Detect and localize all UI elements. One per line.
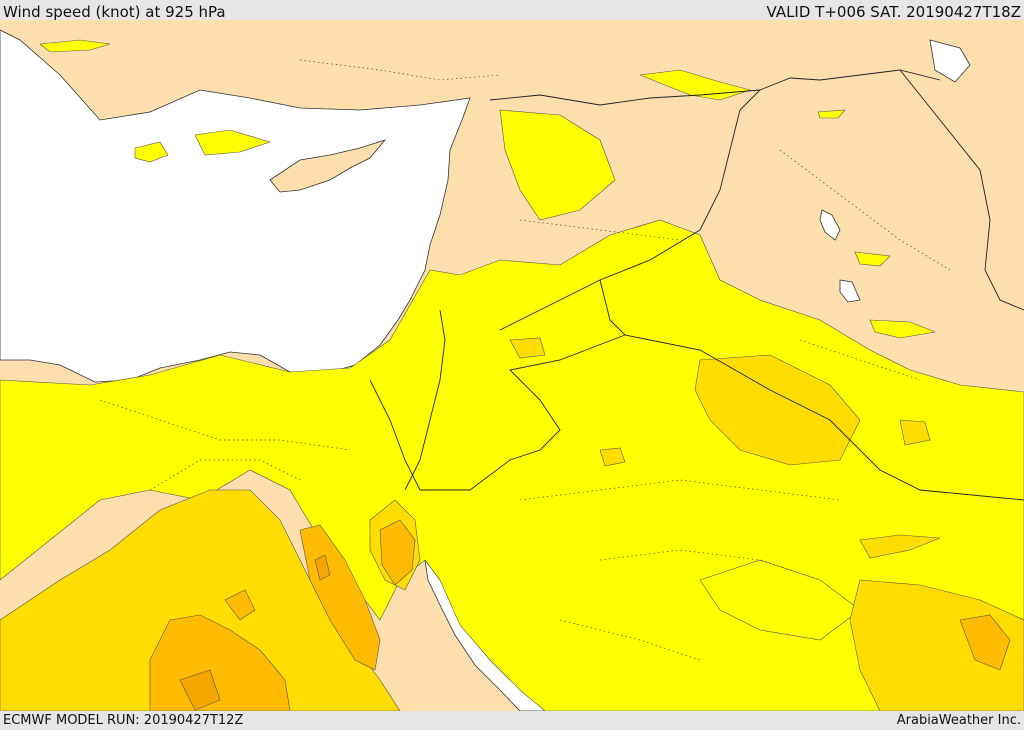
map-title: Wind speed (knot) at 925 hPa xyxy=(3,3,226,21)
province-boundaries xyxy=(99,59,951,661)
cyprus xyxy=(269,139,387,193)
model-run: ECMWF MODEL RUN: 20190427T12Z xyxy=(3,713,244,728)
credit: ArabiaWeather Inc. xyxy=(896,713,1021,728)
header-bar: Wind speed (knot) at 925 hPa VALID T+006… xyxy=(0,0,1024,21)
caspian-edge xyxy=(929,39,971,83)
lake-van xyxy=(839,279,861,303)
lake-urmia xyxy=(819,209,841,241)
mediterranean-sea xyxy=(0,29,471,383)
country-borders xyxy=(369,69,1024,501)
wind-speed-map xyxy=(0,20,1024,711)
footer-bar: ECMWF MODEL RUN: 20190427T12Z ArabiaWeat… xyxy=(0,711,1024,729)
wind-band-dark-orange xyxy=(179,554,331,711)
valid-time: VALID T+006 SAT. 20190427T18Z xyxy=(766,3,1021,21)
wind-band-yellow xyxy=(0,39,1024,711)
